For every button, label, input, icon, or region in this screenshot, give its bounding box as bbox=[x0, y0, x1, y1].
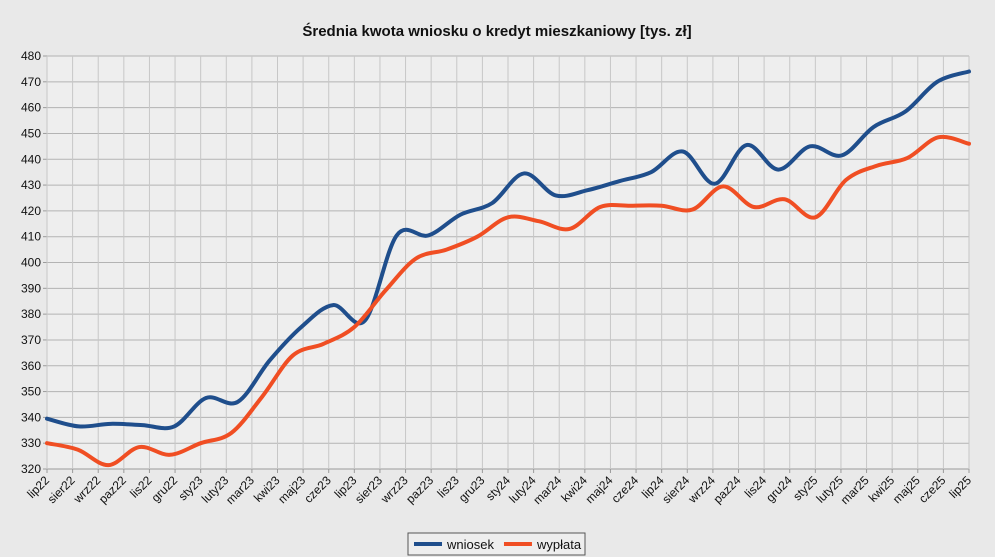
y-tick-label: 320 bbox=[21, 462, 41, 476]
legend: wniosek wypłata bbox=[407, 532, 586, 556]
x-tick-label: cze23 bbox=[301, 473, 334, 506]
x-tick-label: mar25 bbox=[838, 473, 872, 507]
y-tick-label: 350 bbox=[21, 385, 41, 399]
x-tick-label: gru22 bbox=[149, 473, 181, 505]
y-tick-label: 380 bbox=[21, 307, 41, 321]
y-tick-label: 470 bbox=[21, 75, 41, 89]
x-tick-label: mar24 bbox=[530, 473, 564, 507]
x-tick-label: wrz24 bbox=[685, 473, 718, 506]
x-tick-label: cze25 bbox=[916, 473, 949, 506]
x-tick-label: maj25 bbox=[890, 473, 923, 506]
x-tick-label: wrz22 bbox=[70, 473, 103, 506]
y-tick-label: 340 bbox=[21, 410, 41, 424]
chart-title: Średnia kwota wniosku o kredyt mieszkani… bbox=[302, 22, 691, 40]
y-tick-label: 360 bbox=[21, 359, 41, 373]
x-tick-label: sier23 bbox=[352, 473, 385, 506]
x-tick-label: maj23 bbox=[275, 473, 308, 506]
y-tick-label: 370 bbox=[21, 333, 41, 347]
legend-label: wypłata bbox=[536, 537, 582, 552]
x-tick-label: gru24 bbox=[763, 473, 795, 505]
y-tick-label: 480 bbox=[21, 49, 41, 63]
x-tick-label: lip25 bbox=[946, 473, 974, 501]
x-tick-label: paz23 bbox=[403, 473, 436, 506]
x-tick-label: sier22 bbox=[45, 473, 78, 506]
y-tick-label: 420 bbox=[21, 204, 41, 218]
x-tick-label: gru23 bbox=[456, 473, 488, 505]
series-line-wypłata bbox=[45, 134, 971, 468]
y-tick-label: 450 bbox=[21, 126, 41, 140]
x-tick-label: mar23 bbox=[223, 473, 257, 507]
x-axis-ticks: lip22sier22wrz22paz22lis22gru22sty23luty… bbox=[24, 473, 974, 507]
y-tick-label: 410 bbox=[21, 230, 41, 244]
legend-box bbox=[407, 532, 586, 556]
x-tick-label: maj24 bbox=[583, 473, 616, 506]
y-tick-label: 460 bbox=[21, 101, 41, 115]
x-tick-label: paz22 bbox=[96, 473, 129, 506]
x-tick-label: wrz23 bbox=[377, 473, 410, 506]
y-axis-ticks: 320 330 340 350 360 370 380 390 400 410 420 430 440 4… bbox=[21, 49, 41, 476]
y-tick-label: 430 bbox=[21, 178, 41, 192]
series-line-wniosek bbox=[45, 69, 971, 431]
y-tick-label: 400 bbox=[21, 256, 41, 270]
x-tick-label: paz24 bbox=[711, 473, 744, 506]
y-tick-label: 330 bbox=[21, 436, 41, 450]
series-lines bbox=[45, 69, 971, 468]
x-tick-label: cze24 bbox=[609, 473, 642, 506]
x-tick-label: sier24 bbox=[659, 473, 692, 506]
y-tick-label: 440 bbox=[21, 152, 41, 166]
legend-label: wniosek bbox=[446, 537, 494, 552]
y-tick-label: 390 bbox=[21, 281, 41, 295]
